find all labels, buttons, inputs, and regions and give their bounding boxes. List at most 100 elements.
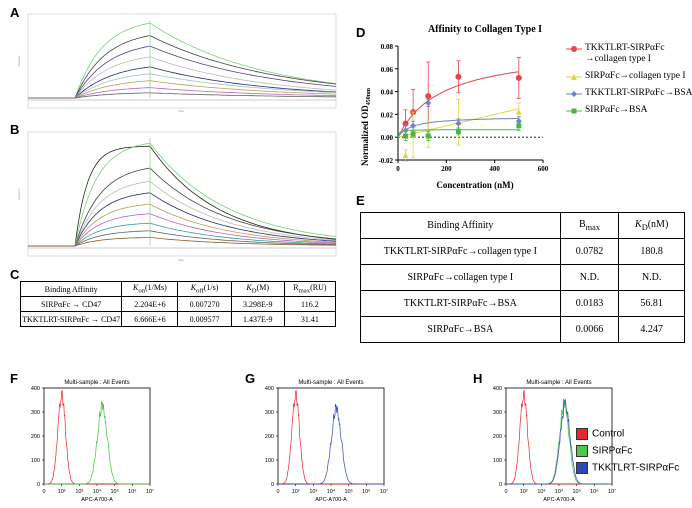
table-header-cell: KD(M) — [230, 281, 285, 297]
data-point — [515, 109, 522, 115]
table-row: SIRPαFc → CD47 2.204E+6 0.007270 3.298E-… — [19, 296, 337, 312]
sensorgram-curve — [28, 56, 337, 99]
table-header-row: Binding Affinity Kon(1/Ms) Koff(1/s) KD(… — [19, 281, 337, 297]
y-tick-label: 400 — [493, 386, 502, 392]
legend-symbol — [571, 46, 577, 52]
spr-b-y-label: Response — [17, 188, 21, 200]
legend-symbol — [571, 74, 577, 80]
plot-frame — [27, 13, 337, 109]
histogram-trace — [44, 389, 150, 485]
y-tick-label: 0 — [37, 482, 40, 488]
sensorgram-curve — [28, 80, 337, 99]
data-point — [410, 122, 417, 129]
x-tick-label: 10⁷ — [146, 488, 154, 495]
data-point — [455, 120, 462, 127]
table-cell: 0.009577 — [177, 311, 232, 327]
y-tick-label: 200 — [265, 434, 274, 440]
sensorgram-curve — [28, 22, 337, 99]
x-axis-label: Concentration (nM) — [436, 180, 513, 190]
legend-label: SIRPαFc→BSA — [585, 105, 648, 115]
table-header-cell: Rmax(RU) — [283, 281, 337, 297]
legend-swatch — [576, 445, 588, 457]
table-cell: SIRPαFc → CD47 — [19, 296, 123, 312]
y-tick-label: 0.08 — [381, 43, 394, 51]
legend-marker — [566, 108, 582, 114]
legend-label: SIRPαFc→collagen type I — [585, 71, 686, 81]
table-row: TKKTLRT-SIRPαFc→collagen type I 0.0782 1… — [360, 238, 685, 265]
table-cell: 180.8 — [618, 238, 685, 265]
spr-b-x-label: Time — [178, 258, 185, 262]
y-tick-label: 0.04 — [381, 89, 394, 97]
data-point — [410, 131, 416, 137]
legend-label: SIRPαFc — [592, 445, 633, 457]
table-header-cell: Binding Affinity — [19, 281, 123, 297]
spr-sensorgram-a: Response Time — [17, 13, 337, 113]
data-point — [403, 133, 409, 139]
x-tick-label: 10⁵ — [344, 488, 352, 495]
x-axis-label: APC-A700-A — [81, 497, 113, 503]
y-tick-label: 300 — [31, 410, 40, 416]
plot-frame — [277, 387, 385, 485]
table-cell: TKKTLRT-SIRPαFc → CD47 — [19, 311, 123, 327]
histogram-title: Multi-sample : All Events — [298, 380, 363, 386]
y-tick-label: 300 — [493, 410, 502, 416]
data-point — [455, 129, 461, 134]
sensorgram-curve — [28, 192, 337, 247]
table-cell: N.D. — [559, 264, 620, 291]
y-tick-label: 100 — [265, 458, 274, 464]
sensorgram-curve — [28, 222, 337, 247]
data-point — [515, 74, 522, 81]
x-tick-label: 10³ — [75, 489, 83, 495]
table-header-cell: Bmax — [559, 212, 620, 239]
sensorgram-curve — [28, 92, 336, 99]
sensorgram-curve — [28, 203, 337, 247]
x-tick-label: 0 — [276, 489, 279, 495]
spr-sensorgram-b: Response Time — [17, 131, 337, 262]
y-tick-label: 0.00 — [381, 134, 394, 142]
x-tick-label: 400 — [489, 165, 500, 173]
data-point — [516, 123, 522, 129]
x-tick-label: 10² — [520, 489, 528, 495]
legend-marker — [566, 46, 582, 52]
table-cell: SIRPαFc→collagen type I — [360, 264, 561, 291]
y-axis-label: Normalized OD450nm — [360, 88, 372, 166]
x-axis-label: APC-A700-A — [315, 497, 347, 503]
legend-swatch — [576, 428, 588, 440]
sensorgram-curve — [28, 66, 337, 99]
sensorgram-curve — [28, 213, 337, 247]
flow-histogram-h: Multi-sample : All Events 0 100 200 300 400 0 1… — [493, 380, 616, 503]
flow-legend: Control SIRPαFc TKKTLRT-SIRPαFc — [576, 428, 688, 484]
table-cell: 2.204E+6 — [121, 296, 179, 312]
sensorgram-curve — [28, 145, 337, 247]
legend-label: Control — [592, 428, 625, 440]
legend-label: TKKTLRT-SIRPαFc→BSA — [585, 88, 692, 98]
table-header-cell: Binding Affinity — [360, 212, 561, 239]
panel-letter-b: B — [10, 122, 20, 137]
legend-symbol — [571, 108, 577, 114]
table-cell: 0.0066 — [559, 316, 620, 343]
data-point — [455, 73, 462, 80]
y-tick-label: 100 — [493, 458, 502, 464]
data-point — [425, 100, 432, 106]
x-tick-label: 10⁷ — [380, 488, 388, 495]
table-cell: SIRPαFc→BSA — [360, 316, 561, 343]
panel-letter-g: G — [245, 371, 256, 386]
panel-letter-d: D — [356, 25, 366, 40]
table-cell: 31.41 — [283, 311, 337, 327]
legend-item: SIRPαFc — [576, 445, 632, 457]
table-cell: N.D. — [618, 264, 685, 291]
legend-label: TKKTLRT-SIRPαFc — [592, 462, 680, 474]
y-tick-label: -0.02 — [378, 157, 393, 165]
panel-letter-f: F — [10, 371, 18, 386]
y-tick-label: 200 — [493, 434, 502, 440]
x-tick-label: 0 — [42, 489, 45, 495]
plot-frame — [43, 387, 151, 485]
legend-item: TKKTLRT-SIRPαFc — [576, 462, 679, 474]
table-cell: 56.81 — [618, 290, 685, 317]
histogram-trace — [278, 389, 384, 485]
x-tick-label: 10⁴ — [93, 488, 102, 495]
x-tick-label: 10⁷ — [608, 488, 616, 495]
table-row: SIRPαFc→collagen type I N.D. N.D. — [360, 264, 685, 291]
sensorgram-curve — [28, 167, 337, 247]
spr-a-x-label: Time — [178, 109, 185, 113]
